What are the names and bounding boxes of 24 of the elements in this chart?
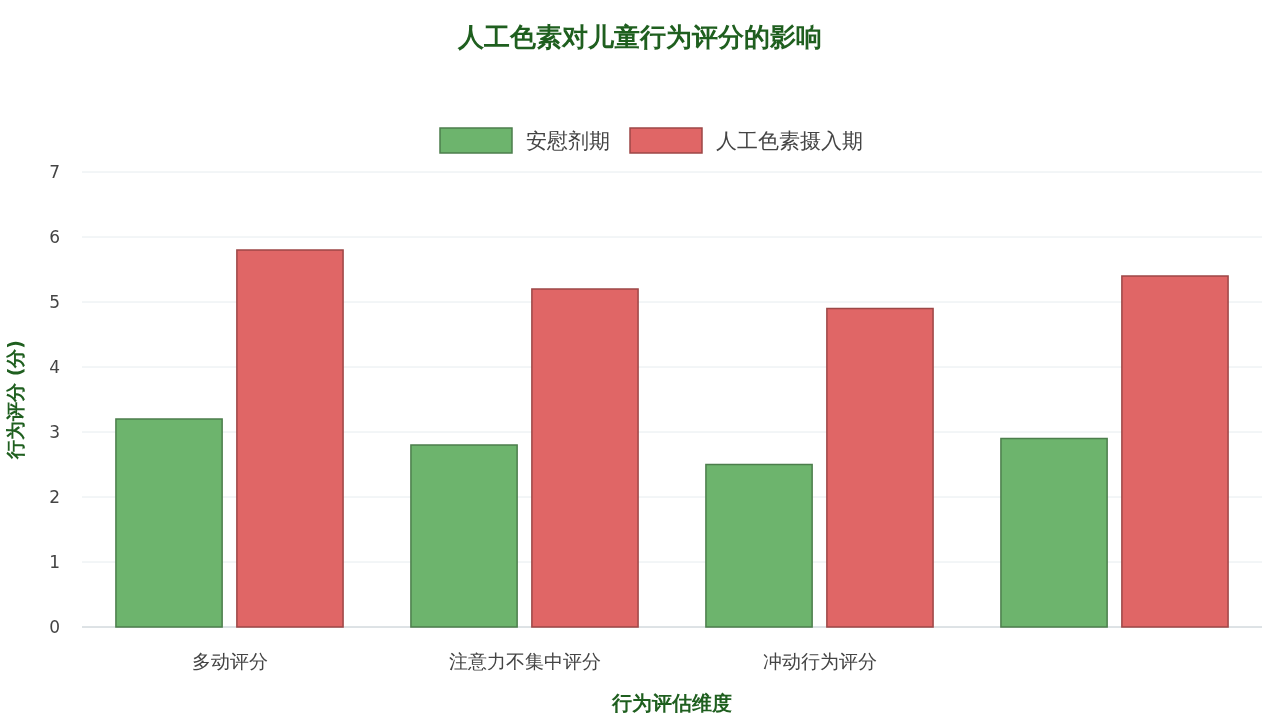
- y-tick-label: 6: [49, 227, 60, 247]
- y-tick-label: 4: [49, 357, 60, 377]
- chart-title: 人工色素对儿童行为评分的影响: [457, 22, 822, 52]
- bar: [410, 444, 518, 628]
- y-axis-title: 行为评分 (分): [4, 340, 26, 460]
- bar: [115, 418, 223, 628]
- bar: [826, 307, 934, 628]
- bar: [1121, 275, 1229, 628]
- y-tick-label: 0: [49, 617, 60, 637]
- y-tick-label: 7: [49, 162, 60, 182]
- legend-label: 安慰剂期: [526, 129, 610, 153]
- y-tick-label: 3: [49, 422, 60, 442]
- x-axis-title: 行为评估维度: [611, 691, 732, 715]
- y-tick-label: 2: [49, 487, 60, 507]
- y-tick-label: 1: [49, 552, 60, 572]
- legend-label: 人工色素摄入期: [716, 129, 863, 153]
- x-tick-label: 冲动行为评分: [762, 650, 877, 672]
- bar: [1000, 437, 1108, 628]
- x-tick-label: 注意力不集中评分: [448, 650, 601, 672]
- bar: [531, 288, 639, 628]
- bar: [236, 249, 344, 628]
- x-tick-label: 多动评分: [191, 650, 268, 672]
- y-tick-label: 5: [49, 292, 60, 312]
- bar: [705, 463, 813, 628]
